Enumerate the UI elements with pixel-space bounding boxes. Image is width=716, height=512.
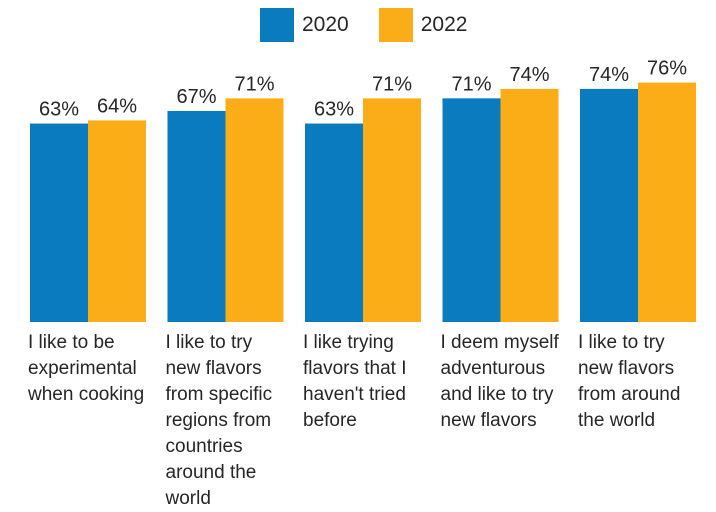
bar-2020-cat4 — [442, 98, 501, 322]
category-label-2: I like to try new flavors from specific reg… — [166, 330, 298, 512]
legend-item-2022: 2022 — [378, 8, 468, 42]
category-label-line: I like to try — [165, 332, 253, 353]
category-label-line: flavors that I — [303, 358, 407, 379]
legend-item-2020: 2020 — [260, 8, 349, 42]
category-label-1: I like to be experimental when cooking — [28, 330, 160, 408]
category-label-line: I like trying — [303, 332, 394, 353]
category-label-line: world — [165, 488, 211, 509]
data-label-2022-cat5: 76% — [647, 58, 687, 80]
category-label-line: the world — [578, 410, 656, 431]
category-label-line: I like to try — [578, 332, 665, 353]
bar-2020-cat3 — [305, 123, 363, 322]
category-label-line: regions from — [165, 410, 272, 431]
data-label-2020-cat3: 63% — [314, 99, 354, 121]
category-label-line: from around — [578, 384, 681, 405]
category-label-line: new flavors — [578, 358, 675, 379]
data-label-2020-cat2: 67% — [176, 86, 216, 108]
category-label-line: new flavors — [440, 410, 537, 431]
data-label-2022-cat1: 64% — [97, 95, 137, 117]
bar-2022-cat2 — [225, 98, 284, 322]
data-label-2020-cat4: 71% — [451, 73, 491, 95]
category-label-line: when cooking — [28, 384, 145, 405]
bar-2022-cat5 — [638, 82, 696, 322]
category-label-line: new flavors — [165, 358, 262, 379]
category-label-line: experimental — [28, 358, 137, 379]
data-label-2022-cat3: 71% — [372, 73, 412, 95]
category-label-4: I deem myself adventurous and like to try n… — [441, 330, 573, 434]
legend-swatch-2020 — [260, 8, 294, 42]
data-label-2022-cat4: 74% — [509, 64, 549, 86]
legend-swatch-2022 — [378, 8, 413, 42]
category-label-line: adventurous — [440, 358, 546, 379]
legend-label-2020: 2020 — [302, 13, 349, 36]
bar-2022-cat1 — [88, 120, 146, 323]
data-label-2020-cat5: 74% — [589, 64, 629, 86]
category-label-3: I like trying flavors that I haven't tried… — [303, 330, 435, 434]
data-label-2022-cat2: 71% — [234, 73, 274, 95]
bar-2022-cat4 — [500, 88, 559, 323]
bar-2022-cat3 — [363, 98, 421, 322]
category-label-line: countries — [165, 436, 243, 457]
data-label-2020-cat1: 63% — [39, 99, 79, 121]
legend-label-2022: 2022 — [420, 13, 468, 36]
category-label-line: I like to be — [28, 332, 115, 353]
category-label-line: around the — [165, 462, 257, 483]
category-label-line: from specific — [165, 384, 273, 405]
category-label-line: and like to try — [440, 384, 554, 405]
category-label-line: haven't tried — [303, 384, 406, 405]
category-label-line: before — [303, 410, 357, 431]
bar-2020-cat2 — [167, 110, 226, 322]
bar-chart: 63% 64% 67% 71% 63% 71% 71% 74% 74% 76% — [30, 58, 696, 323]
category-label-line: I deem myself — [440, 332, 559, 353]
bar-2020-cat5 — [580, 88, 638, 323]
category-label-5: I like to try new flavors from around the w… — [578, 330, 710, 434]
bar-2020-cat1 — [30, 123, 88, 322]
legend: 2020 2022 — [260, 8, 497, 42]
